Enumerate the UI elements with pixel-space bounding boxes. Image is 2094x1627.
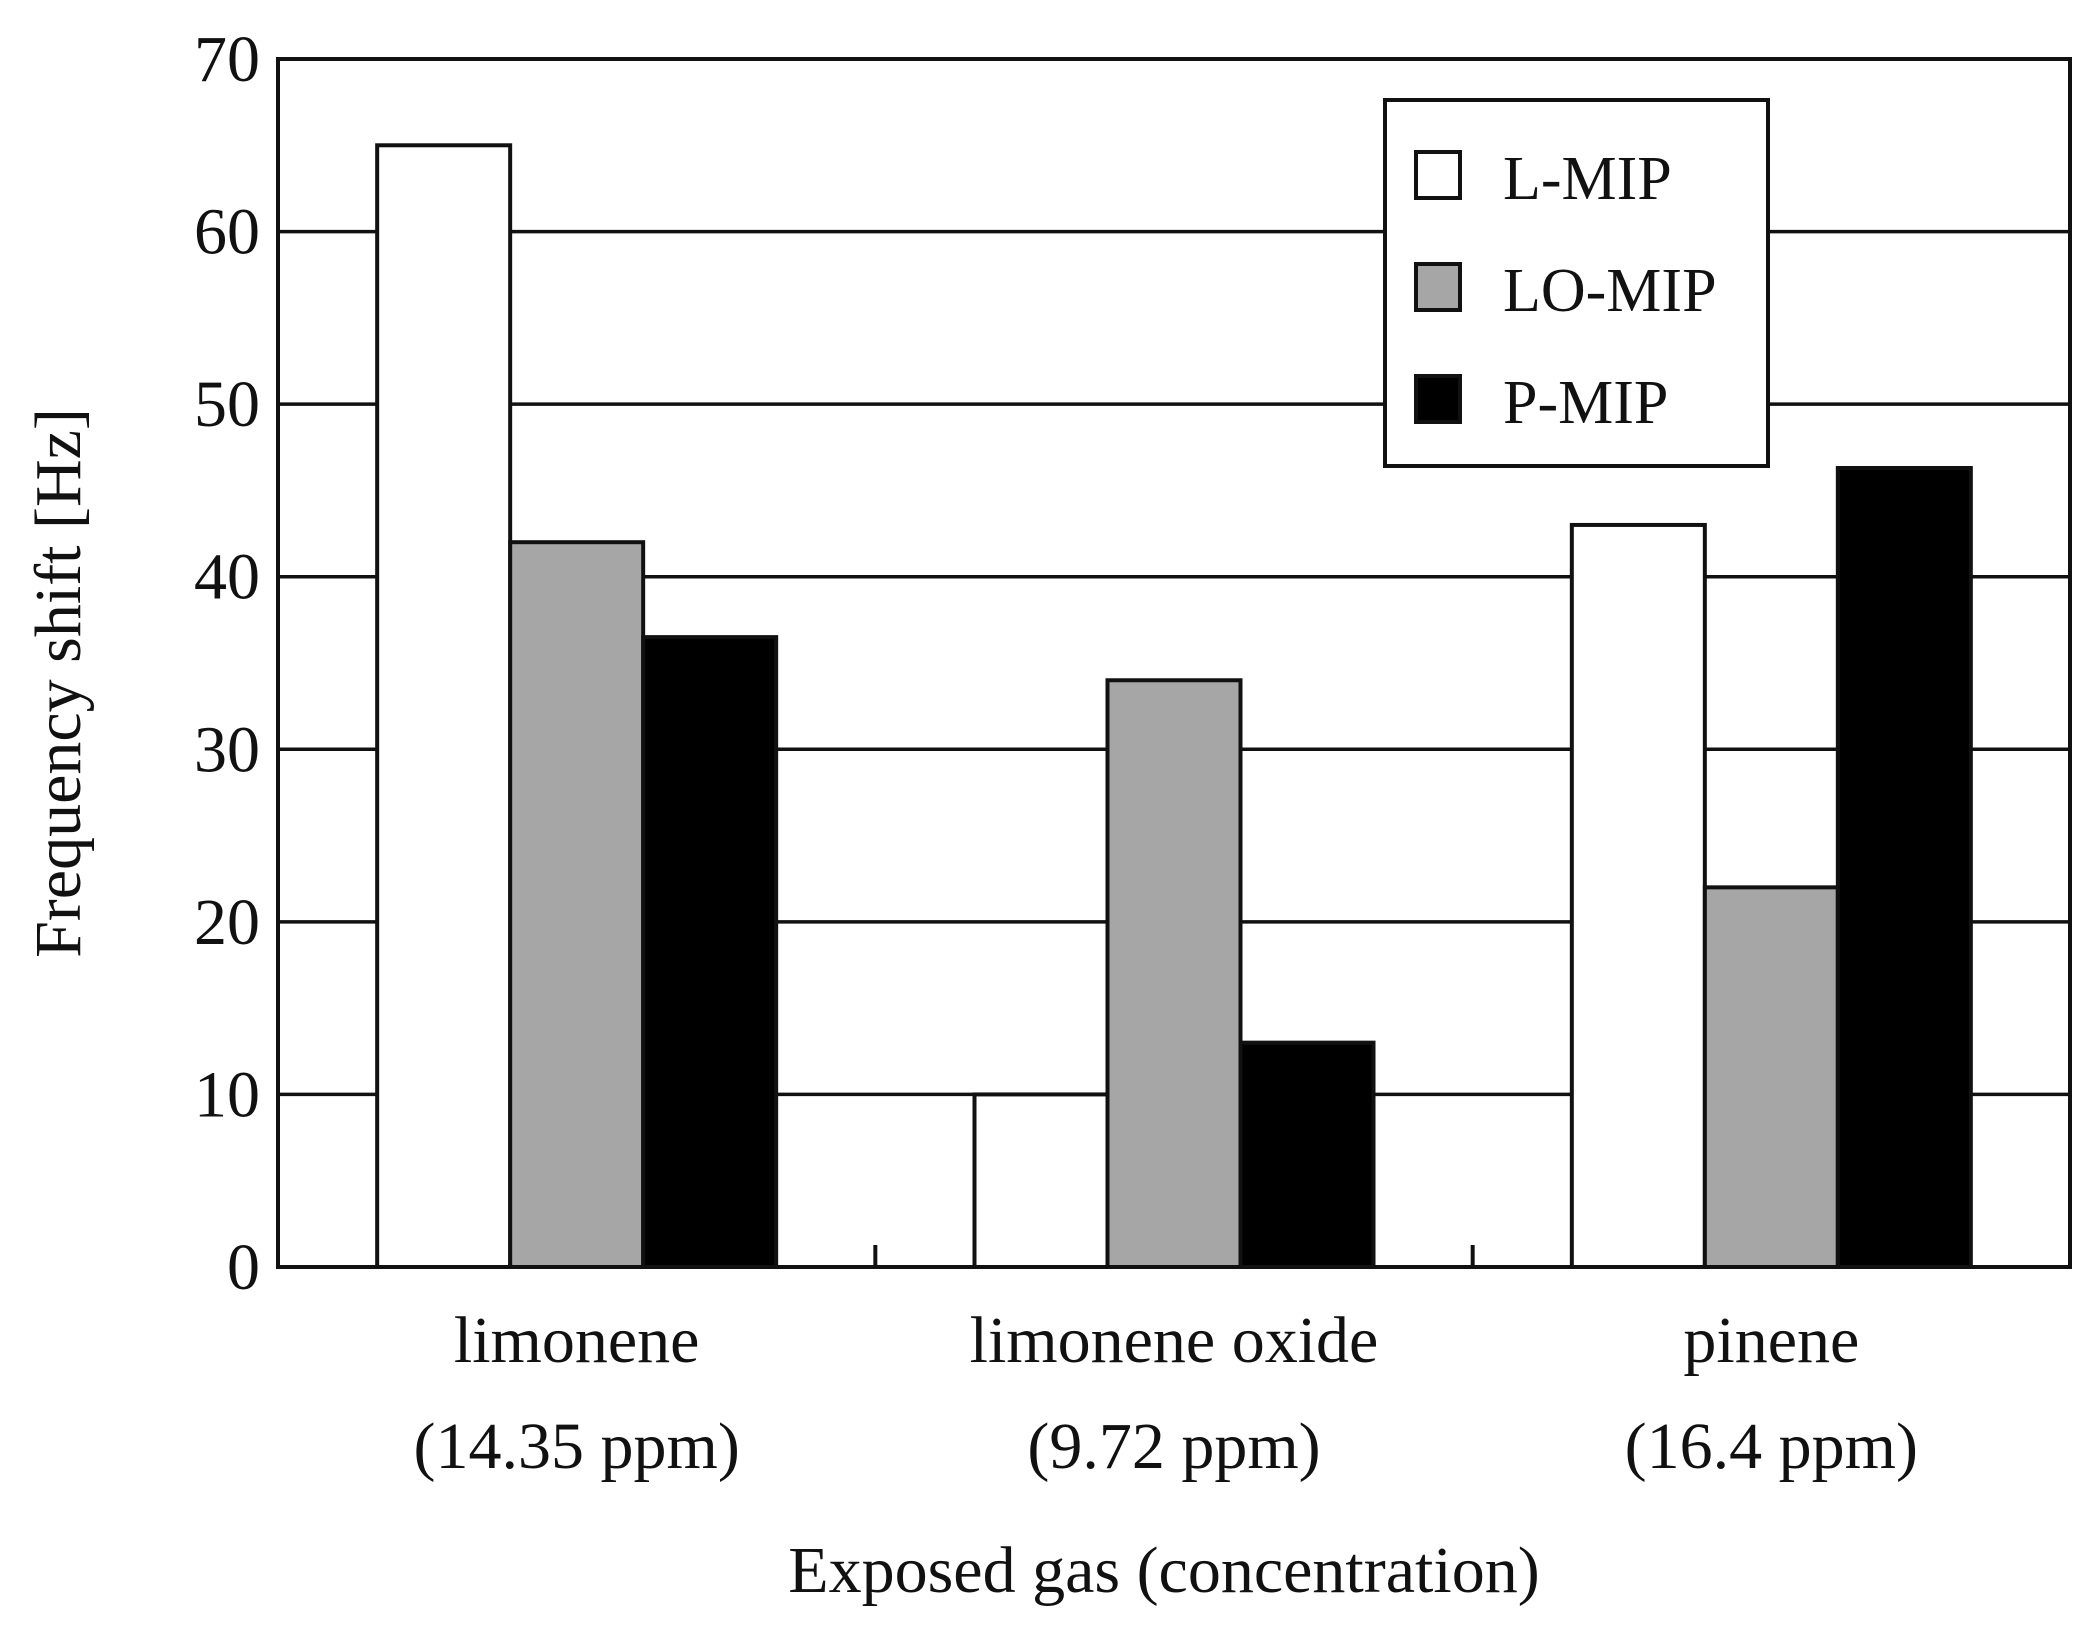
category-label: limonene oxide (970, 1304, 1379, 1377)
legend-label: LO-MIP (1503, 257, 1717, 325)
bar-p-mip-2 (1835, 465, 1973, 1270)
y-tick-label: 70 (194, 23, 260, 96)
x-axis-categories: limonene (14.35 ppm) limonene oxide (9.72 p… (414, 1304, 1918, 1483)
bar-l-mip-2 (1569, 522, 1707, 1269)
bar-lo-mip-2 (1702, 885, 1840, 1269)
category-concentration-label: (14.35 ppm) (414, 1410, 740, 1483)
legend-swatch-l-mip (1414, 150, 1462, 200)
y-tick-label: 20 (194, 886, 260, 959)
y-tick-label: 50 (194, 368, 260, 441)
legend-swatch-lo-mip (1414, 262, 1462, 312)
y-tick-label: 30 (194, 713, 260, 786)
y-axis-ticks: 0 10 20 30 40 50 60 70 (194, 23, 1475, 1304)
bars (375, 143, 1973, 1270)
bar-lo-mip-1 (1105, 678, 1243, 1269)
y-tick-label: 0 (227, 1231, 260, 1304)
legend-label: L-MIP (1503, 145, 1672, 213)
category-concentration-label: (16.4 ppm) (1625, 1410, 1918, 1483)
y-tick-label: 60 (194, 196, 260, 269)
bar-l-mip-0 (375, 143, 513, 1269)
bar-p-mip-0 (641, 635, 779, 1269)
legend-label: P-MIP (1503, 369, 1668, 437)
x-axis-label: Exposed gas (concentration) (788, 1534, 1539, 1607)
legend-swatch-p-mip (1414, 374, 1462, 424)
category-concentration-label: (9.72 ppm) (1027, 1410, 1320, 1483)
y-tick-label: 10 (194, 1058, 260, 1131)
y-tick-label: 40 (194, 541, 260, 614)
category-label: limonene (454, 1304, 700, 1377)
category-label: pinene (1683, 1304, 1859, 1377)
bar-l-mip-1 (972, 1092, 1110, 1270)
plot-frame (276, 57, 2072, 1269)
bar-p-mip-1 (1238, 1040, 1376, 1269)
legend: L-MIP LO-MIP P-MIP (1383, 98, 1770, 468)
y-axis-label: Frequency shift [Hz] (22, 408, 95, 958)
bar-lo-mip-0 (508, 540, 646, 1269)
